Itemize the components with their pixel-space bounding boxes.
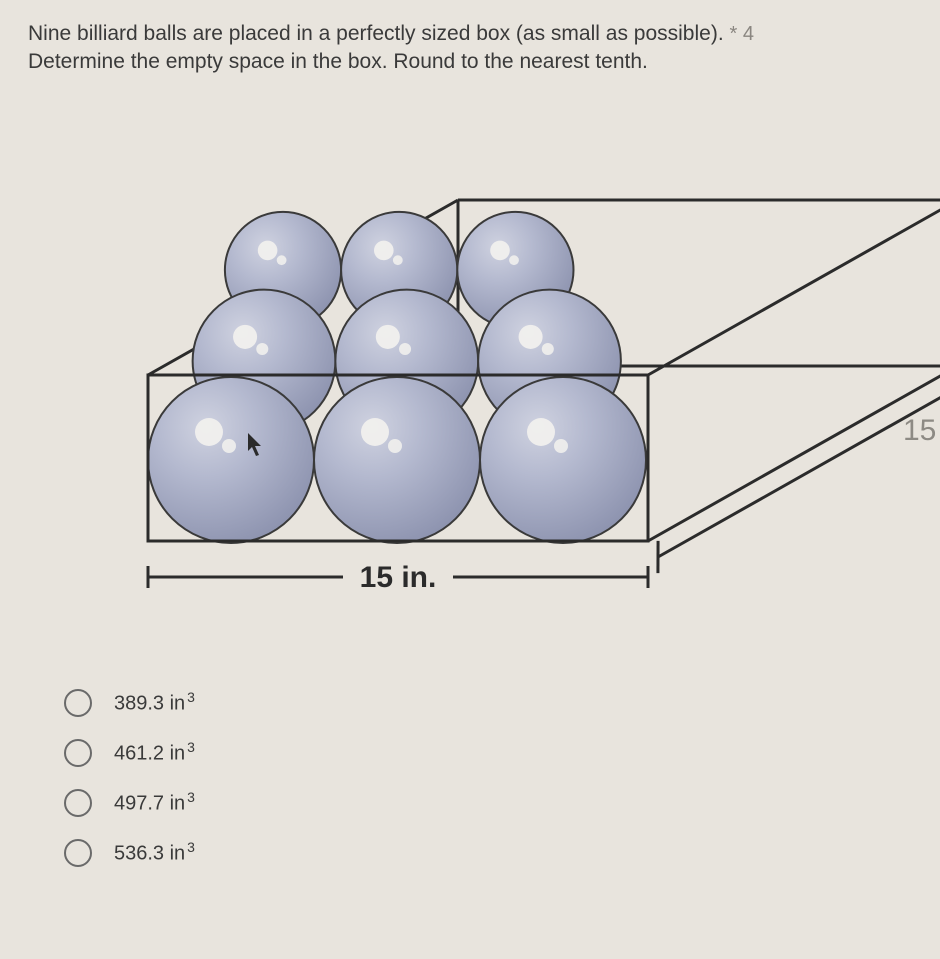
option-label: 461.2 in3 xyxy=(114,739,195,766)
answer-option-1[interactable]: 461.2 in3 xyxy=(64,739,912,767)
answer-option-3[interactable]: 536.3 in3 xyxy=(64,839,912,867)
option-label: 536.3 in3 xyxy=(114,839,195,866)
option-label: 497.7 in3 xyxy=(114,789,195,816)
dim-label-side: 15 in. xyxy=(903,414,940,447)
dim-label-front: 15 in. xyxy=(360,561,437,594)
option-label: 389.3 in3 xyxy=(114,689,195,716)
answer-options: 389.3 in3 461.2 in3 497.7 in3 536.3 in3 xyxy=(64,689,912,867)
diagram-svg: 15 in. 15 in. xyxy=(88,105,940,645)
question-text: Nine billiard balls are placed in a perf… xyxy=(28,20,912,77)
answer-option-0[interactable]: 389.3 in3 xyxy=(64,689,912,717)
question-line-2: Determine the empty space in the box. Ro… xyxy=(28,50,648,73)
radio-icon[interactable] xyxy=(64,839,92,867)
billiard-balls xyxy=(148,212,646,543)
radio-icon[interactable] xyxy=(64,689,92,717)
diagram: 15 in.15 in. xyxy=(88,105,908,665)
answer-option-2[interactable]: 497.7 in3 xyxy=(64,789,912,817)
radio-icon[interactable] xyxy=(64,789,92,817)
radio-icon[interactable] xyxy=(64,739,92,767)
question-line-1: Nine billiard balls are placed in a perf… xyxy=(28,22,724,45)
question-points: * 4 xyxy=(730,23,754,45)
